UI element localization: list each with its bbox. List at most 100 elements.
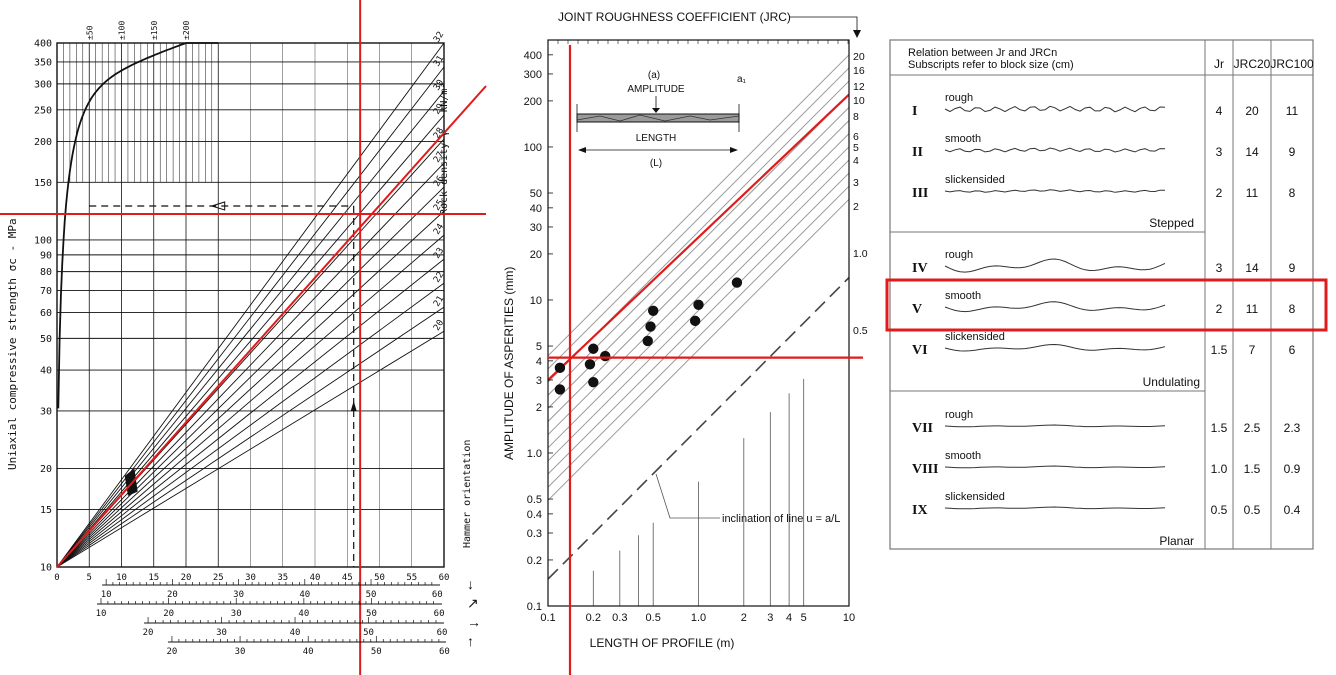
table-row-jrc20: 1.5 — [1244, 462, 1261, 476]
panel2-jrc-line — [548, 93, 849, 396]
table-row-profile — [944, 506, 1166, 510]
panel1-x-tick-label: 55 — [406, 573, 417, 583]
table-row-jr: 1.5 — [1211, 421, 1228, 435]
inset-amplitude-label: AMPLITUDE — [627, 84, 685, 95]
panel2-y-tick-label: 0.5 — [527, 494, 542, 506]
table-row-jrc20: 14 — [1245, 261, 1259, 275]
panel1-y-tick-label: 30 — [40, 406, 52, 417]
inset-length-label: LENGTH — [636, 133, 677, 144]
panel2-x-tick-label: 4 — [786, 612, 792, 624]
panel1-density-value: 24 — [432, 222, 446, 236]
panel1-scatter-label: ±200 — [182, 21, 191, 40]
panel2-y-tick-label: 1.0 — [527, 448, 542, 460]
panel1-density-line — [56, 258, 445, 568]
panel2-jrc-label: 3 — [853, 177, 859, 189]
panel1-y-tick-label: 10 — [40, 563, 52, 574]
panel2-y-tick-label: 300 — [524, 69, 542, 81]
table-highlight-box — [885, 278, 1328, 332]
inset-profile-wave — [576, 114, 740, 122]
panel2-jrc-line — [548, 133, 849, 436]
panel2-y-tick-label: 10 — [530, 295, 542, 307]
table-row-numeral: VII — [912, 421, 933, 436]
panel2-jrc-line — [548, 107, 849, 410]
hammer-scale-tick-label: 50 — [366, 590, 377, 600]
panel2-red-jrc-line — [548, 93, 849, 381]
panel1-y-tick-label: 15 — [40, 505, 52, 516]
panel1-density-line — [56, 114, 445, 568]
panel1-x-tick-label: 20 — [181, 573, 192, 583]
panel1-density-line — [56, 90, 445, 568]
table-row-numeral: VIII — [912, 462, 938, 477]
table-row-jrc100: 2.3 — [1284, 421, 1301, 435]
panel2-y-tick-label: 0.3 — [527, 528, 542, 540]
hammer-scale-tick-label: 60 — [437, 628, 448, 638]
table-row-desc: slickensided — [945, 174, 1005, 186]
panel1-y-tick-label: 200 — [34, 137, 52, 148]
panel2-y-tick-label: 0.1 — [527, 601, 542, 613]
hammer-scale-tick-label: 30 — [235, 647, 246, 657]
table-row-jr: 4 — [1216, 104, 1223, 118]
panel1-y-tick-label: 250 — [34, 105, 52, 116]
table-row-numeral: V — [912, 302, 922, 317]
table-row-jrc20: 11 — [1246, 186, 1259, 200]
table-row-jr: 2 — [1216, 186, 1223, 200]
panel1-density-band — [124, 468, 138, 496]
table-group-label: Stepped — [1149, 216, 1194, 230]
table-row-profile — [944, 424, 1166, 428]
panel2-y-tick-label: 2 — [536, 402, 542, 414]
panel1-density-line — [56, 306, 445, 568]
table-row-jrc20: 0.5 — [1244, 503, 1261, 517]
panel2-data-point — [584, 359, 596, 370]
panel2-x-tick-label: 0.3 — [612, 612, 627, 624]
panel1-density-value: 21 — [432, 294, 446, 308]
panel2-y-axis-label: AMPLITUDE OF ASPERITIES (mm) — [502, 267, 516, 460]
panel1-y-tick-label: 100 — [34, 235, 52, 246]
table-row-jr: 3 — [1216, 261, 1223, 275]
panel1-x-tick-label: 45 — [342, 573, 353, 583]
hammer-scale-tick-label: 30 — [216, 628, 227, 638]
panel2-y-tick-label: 5 — [536, 341, 542, 353]
panel1-y-tick-label: 70 — [40, 286, 52, 297]
table-row-profile — [944, 189, 1165, 193]
table-row-jrc20: 20 — [1245, 104, 1259, 118]
panel2-y-tick-label: 100 — [524, 142, 542, 154]
panel1-x-tick-label: 25 — [213, 573, 224, 583]
hammer-scale-tick-label: 40 — [303, 647, 314, 657]
panel1-density-line — [56, 186, 445, 568]
panel1-y-tick-label: 50 — [40, 334, 52, 345]
panel2-x-tick-label: 5 — [801, 612, 807, 624]
panel2-y-tick-label: 30 — [530, 222, 542, 234]
table-row-jr: 1.0 — [1211, 462, 1228, 476]
panel2-jrc-label: 1.0 — [853, 248, 868, 260]
inset-profile — [576, 113, 740, 123]
hammer-scale-tick-label: 10 — [101, 590, 112, 600]
panel2-x-tick-label: 2 — [741, 612, 747, 624]
table-heading-line1: Relation between Jr and JRCn — [908, 47, 1057, 59]
panel2-jrc-label: 12 — [853, 81, 865, 93]
panel2-y-tick-label: 40 — [530, 203, 542, 215]
table-row-jr: 0.5 — [1211, 503, 1228, 517]
panel2-x-tick-label: 1.0 — [691, 612, 706, 624]
table-row-desc: slickensided — [945, 491, 1005, 503]
panel2-x-tick-label: 0.5 — [646, 612, 661, 624]
panel1-x-tick-label: 50 — [374, 573, 385, 583]
panel1-arrow-left — [210, 201, 226, 211]
panel2-data-point — [689, 315, 701, 327]
table-row-numeral: IV — [912, 261, 928, 276]
panel2-x-tick-label: 3 — [767, 612, 773, 624]
panel1-y-tick-label: 20 — [40, 464, 52, 475]
inset-amp-arrowhead — [652, 108, 660, 113]
inset-a-label: a₁ — [737, 74, 747, 85]
panel2-jrc-line — [548, 198, 849, 502]
table-row-profile — [944, 465, 1166, 469]
panel2-jrc-line — [548, 185, 849, 488]
panel2-jrc-label: 10 — [853, 95, 865, 107]
table-group-label: Undulating — [1143, 375, 1200, 389]
table-group-label: Planar — [1159, 534, 1194, 548]
table-row-jr: 1.5 — [1211, 343, 1228, 357]
panel1-y-tick-label: 400 — [34, 39, 52, 50]
panel2-frame — [547, 39, 850, 607]
panel1-y-tick-label: 60 — [40, 308, 52, 319]
inclination-leader — [655, 473, 720, 519]
